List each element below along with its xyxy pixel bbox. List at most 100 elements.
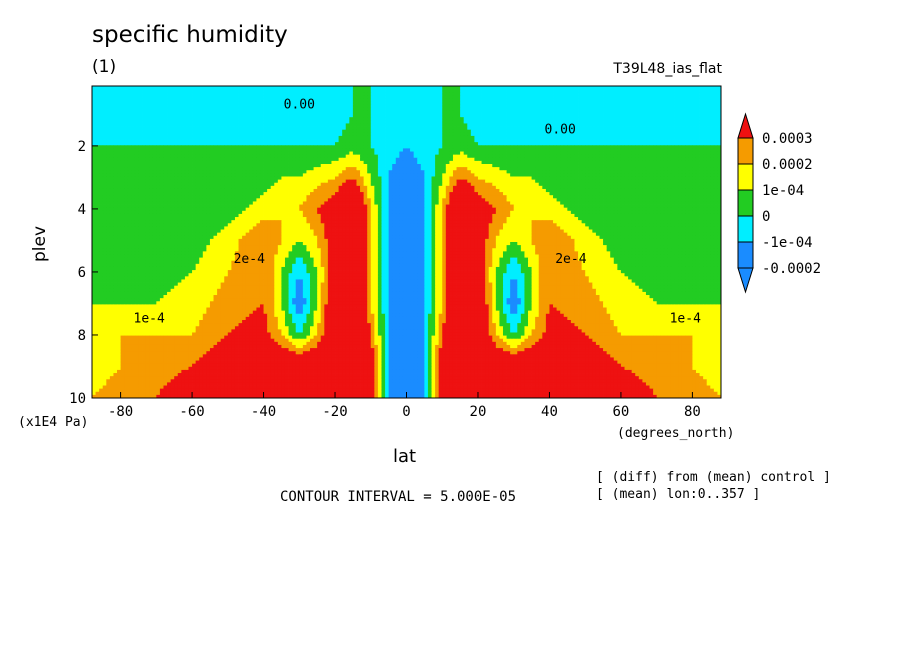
field-cell	[281, 167, 286, 171]
field-cell	[374, 117, 379, 121]
field-cell	[335, 89, 339, 93]
field-cell	[127, 129, 132, 134]
field-cell	[481, 154, 486, 159]
field-cell	[592, 110, 597, 115]
field-cell	[706, 117, 711, 121]
field-cell	[538, 129, 543, 134]
field-cell	[513, 107, 518, 112]
field-cell	[213, 164, 218, 168]
field-cell	[202, 160, 207, 165]
field-cell	[477, 89, 482, 93]
field-cell	[545, 145, 550, 149]
field-cell	[613, 126, 618, 131]
field-cell	[277, 148, 282, 152]
field-cell	[610, 145, 615, 149]
field-cell	[259, 107, 264, 112]
field-cell	[163, 95, 168, 99]
field-cell	[606, 145, 611, 149]
field-cell	[377, 160, 382, 165]
field-cell	[485, 92, 490, 96]
field-cell	[524, 142, 529, 146]
field-cell	[152, 104, 157, 109]
field-cell	[159, 95, 164, 99]
field-cell	[517, 117, 522, 121]
field-cell	[620, 104, 625, 109]
field-cell	[345, 89, 350, 93]
field-cell	[460, 151, 465, 156]
field-cell	[435, 92, 440, 96]
field-cell	[613, 129, 618, 134]
field-cell	[131, 139, 136, 143]
field-cell	[177, 154, 182, 159]
field-cell	[499, 135, 504, 140]
field-cell	[392, 92, 397, 96]
field-cell	[578, 120, 583, 124]
field-cell	[388, 92, 393, 96]
field-cell	[213, 132, 218, 137]
field-cell	[420, 142, 425, 146]
field-cell	[231, 164, 236, 168]
field-cell	[306, 92, 311, 96]
field-cell	[485, 160, 490, 165]
field-cell	[327, 123, 332, 127]
field-cell	[567, 148, 572, 152]
field-cell	[452, 148, 457, 152]
field-cell	[199, 120, 204, 124]
field-cell	[145, 101, 150, 106]
field-cell	[356, 114, 361, 118]
field-cell	[295, 95, 300, 99]
field-cell	[324, 135, 329, 140]
field-cell	[628, 132, 633, 137]
field-cell	[274, 126, 279, 131]
field-cell	[331, 89, 336, 93]
field-cell	[595, 107, 600, 112]
field-cell	[374, 164, 379, 168]
field-cell	[95, 173, 100, 177]
field-cell	[570, 157, 575, 162]
field-cell	[531, 104, 536, 109]
field-cell	[595, 151, 600, 156]
field-cell	[717, 92, 722, 96]
field-cell	[695, 129, 700, 134]
field-cell	[399, 126, 404, 131]
field-cell	[506, 129, 511, 134]
field-cell	[578, 123, 583, 127]
field-cell	[113, 148, 118, 152]
field-cell	[420, 126, 425, 131]
field-cell	[431, 117, 436, 121]
field-cell	[585, 167, 590, 171]
field-cell	[335, 129, 339, 134]
field-cell	[703, 129, 708, 134]
field-cell	[234, 170, 239, 174]
field-cell	[685, 123, 690, 127]
field-cell	[617, 164, 622, 168]
field-cell	[435, 157, 440, 162]
field-cell	[370, 139, 375, 143]
field-cell	[678, 120, 683, 124]
field-cell	[710, 98, 715, 102]
field-cell	[585, 151, 590, 156]
field-cell	[667, 132, 672, 137]
field-cell	[535, 123, 540, 127]
field-cell	[617, 114, 622, 118]
field-cell	[563, 167, 568, 171]
field-cell	[242, 142, 247, 146]
field-cell	[699, 98, 704, 102]
field-cell	[170, 110, 175, 115]
field-cell	[370, 123, 375, 127]
field-cell	[302, 120, 307, 124]
field-cell	[681, 160, 686, 165]
field-cell	[310, 92, 314, 96]
field-cell	[356, 139, 361, 143]
field-cell	[231, 129, 236, 134]
field-cell	[138, 101, 143, 106]
field-cell	[492, 151, 497, 156]
field-cell	[256, 132, 261, 137]
field-cell	[681, 123, 686, 127]
field-cell	[435, 114, 440, 118]
field-cell	[399, 117, 404, 121]
field-cell	[495, 142, 500, 146]
field-cell	[531, 139, 536, 143]
field-cell	[706, 98, 711, 102]
field-cell	[717, 135, 722, 140]
